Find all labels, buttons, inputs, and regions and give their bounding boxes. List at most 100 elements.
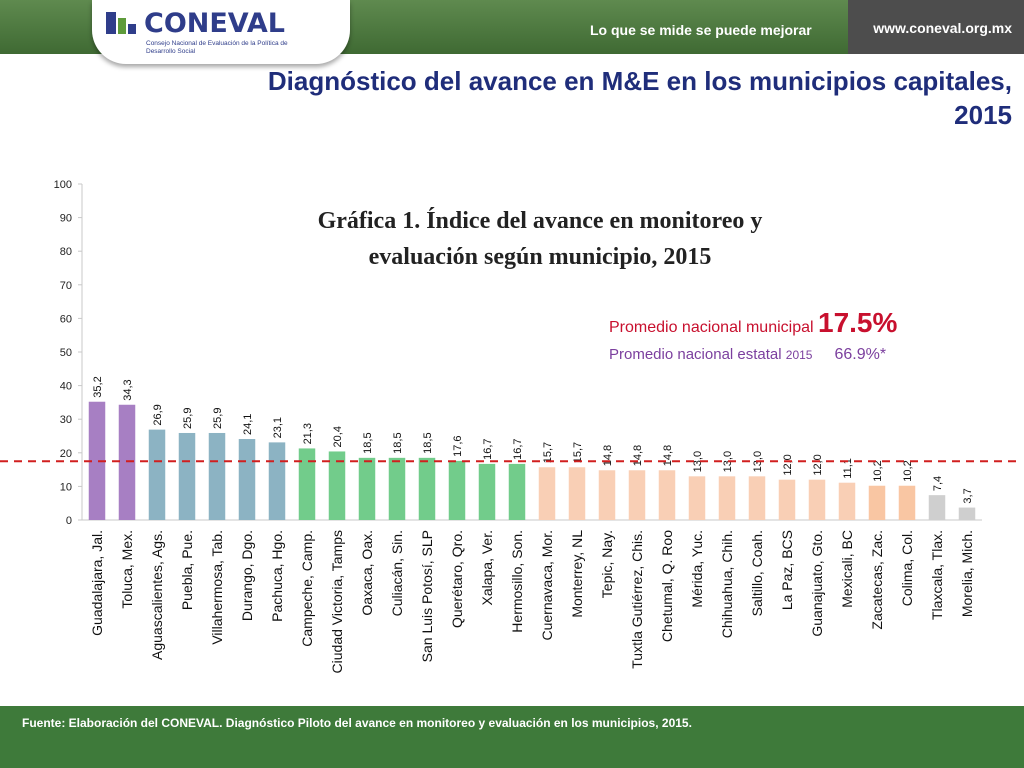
bar (748, 476, 766, 520)
bar (388, 457, 406, 520)
data-label: 15,7 (542, 442, 554, 463)
category-label: Chihuahua, Chih. (719, 530, 735, 638)
y-tick-label: 50 (60, 347, 72, 359)
y-tick-label: 80 (60, 246, 72, 258)
bar (898, 485, 916, 520)
y-tick-label: 0 (66, 515, 72, 527)
bar (148, 429, 166, 520)
site-url-link[interactable]: www.coneval.org.mx (873, 20, 1012, 36)
category-label: Durango, Dgo. (239, 530, 255, 621)
category-label: Tlaxcala, Tlax. (929, 530, 945, 620)
data-label: 25,9 (212, 408, 224, 429)
logo-emblem-icon (106, 12, 136, 34)
bar (598, 470, 616, 520)
y-tick-label: 40 (60, 381, 72, 393)
data-label: 18,5 (362, 432, 374, 453)
bar (718, 476, 736, 520)
data-label: 11,1 (842, 458, 854, 479)
bar (568, 467, 586, 520)
data-label: 25,9 (182, 408, 194, 429)
category-label: Toluca, Mex. (119, 530, 135, 609)
bar (298, 448, 316, 520)
category-label: Mexicali, BC (839, 530, 855, 608)
data-label: 34,3 (122, 379, 134, 400)
y-tick-label: 100 (54, 179, 72, 191)
bar-chart: 0 10 20 30 40 50 60 70 80 90 100 35,2 Guadalajara, J… (0, 179, 1020, 673)
category-label: Zacatecas, Zac. (869, 530, 885, 630)
bar (178, 432, 196, 520)
chart-title-line-2: evaluación según municipio, 2015 (369, 244, 712, 270)
slide-title: Diagnóstico del avance en M&E en los mun… (267, 66, 1012, 130)
bar (268, 442, 286, 520)
data-label: 18,5 (392, 432, 404, 453)
bar (838, 482, 856, 520)
annotation-state-average: Promedio nacional estatal 2015 66.9%* (609, 346, 886, 363)
data-label: 7,4 (932, 476, 944, 491)
y-tick-label: 30 (60, 414, 72, 426)
category-label: Mérida, Yuc. (689, 530, 705, 608)
header-tagline: Lo que se mide se puede mejorar (590, 22, 812, 38)
category-label: Culiacán, Sin. (389, 530, 405, 616)
category-label: Cuernavaca, Mor. (539, 530, 555, 641)
category-label: Monterrey, NL (569, 530, 585, 618)
bar (868, 485, 886, 520)
bar (628, 470, 646, 520)
category-label: Guadalajara, Jal. (89, 530, 105, 636)
data-label: 13,0 (692, 451, 704, 472)
category-label: Chetumal, Q. Roo (659, 530, 675, 642)
y-tick-label: 10 (60, 481, 72, 493)
category-label: Aguascalientes, Ags. (149, 530, 165, 660)
bar (418, 457, 436, 520)
data-label: 18,5 (422, 432, 434, 453)
logo-wordmark: CONEVAL (144, 8, 285, 39)
data-label: 15,7 (572, 442, 584, 463)
data-label: 23,1 (272, 417, 284, 438)
data-label: 20,4 (332, 426, 344, 447)
bar (208, 432, 226, 520)
bar (448, 460, 466, 520)
data-label: 3,7 (962, 488, 974, 503)
category-label: Oaxaca, Oax. (359, 530, 375, 616)
bar (538, 467, 556, 520)
category-label: Ciudad Victoria, Tamps (329, 530, 345, 673)
category-label: Saltillo, Coah. (749, 530, 765, 616)
bar (88, 401, 106, 520)
y-tick-label: 20 (60, 448, 72, 460)
category-label: Morelia, Mich. (959, 530, 975, 617)
data-label: 17,6 (452, 435, 464, 456)
logo-subtitle: Consejo Nacional de Evaluación de la Pol… (146, 40, 288, 55)
category-label: Villahermosa, Tab. (209, 530, 225, 645)
footer-bar (0, 706, 1024, 768)
bar (778, 479, 796, 520)
bar (478, 463, 496, 520)
data-label: 24,1 (242, 414, 254, 435)
bar (328, 451, 346, 520)
category-label: San Luis Potosí, SLP (419, 530, 435, 662)
data-label: 21,3 (302, 423, 314, 444)
bar (928, 495, 946, 520)
category-label: Tuxtla Gutiérrez, Chis. (629, 530, 645, 669)
y-tick-label: 70 (60, 280, 72, 292)
data-label: 16,7 (512, 438, 524, 459)
y-tick-label: 90 (60, 213, 72, 225)
category-label: Xalapa, Ver. (479, 530, 495, 606)
category-label: Tepic, Nay. (599, 530, 615, 598)
bar (508, 463, 526, 520)
data-label: 14,8 (662, 445, 674, 466)
data-label: 35,2 (92, 376, 104, 397)
category-label: Colima, Col. (899, 530, 915, 606)
header-site-panel (848, 0, 1024, 54)
data-label: 14,8 (632, 445, 644, 466)
data-label: 10,2 (872, 460, 884, 481)
bar (808, 479, 826, 520)
category-label: Guanajuato, Gto. (809, 530, 825, 637)
category-label: Querétaro, Qro. (449, 530, 465, 628)
annotation-municipal-average: Promedio nacional municipal 17.5% (609, 307, 897, 338)
logo-tab: CONEVAL Consejo Nacional de Evaluación d… (92, 0, 350, 64)
bar (658, 470, 676, 520)
source-footnote: Fuente: Elaboración del CONEVAL. Diagnós… (22, 716, 692, 730)
data-label: 14,8 (602, 445, 614, 466)
category-label: La Paz, BCS (779, 530, 795, 610)
category-label: Puebla, Pue. (179, 530, 195, 610)
data-label: 10,2 (902, 460, 914, 481)
